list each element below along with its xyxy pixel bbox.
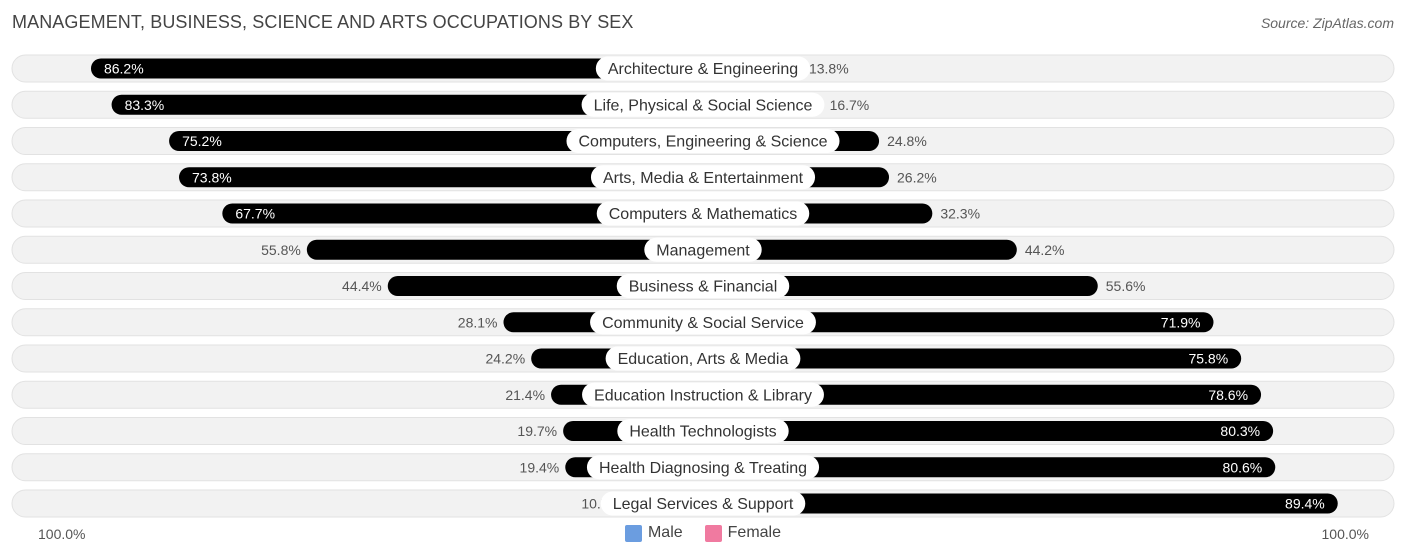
- category-label: Architecture & Engineering: [608, 61, 798, 78]
- male-value-label: 24.2%: [485, 351, 525, 367]
- category-pill: [605, 346, 801, 371]
- axis-right-label: 100.0%: [1321, 526, 1369, 542]
- axis-left-label: 100.0%: [38, 526, 86, 542]
- legend-label-male: Male: [647, 524, 683, 541]
- category-pill: [600, 491, 806, 516]
- category-label: Education Instruction & Library: [594, 387, 812, 404]
- female-bar[interactable]: [703, 493, 1338, 514]
- male-value-label: 55.8%: [261, 242, 301, 258]
- category-label: Health Diagnosing & Treating: [599, 460, 807, 477]
- male-value-label: 75.2%: [182, 133, 222, 149]
- male-bar[interactable]: [306, 239, 703, 260]
- category-label: Education, Arts & Media: [618, 351, 789, 368]
- female-bar[interactable]: [703, 348, 1242, 369]
- female-value-label: 16.7%: [830, 97, 870, 113]
- female-value-label: 78.6%: [1208, 387, 1248, 403]
- legend-label-female: Female: [727, 524, 782, 541]
- category-pill: [617, 419, 789, 443]
- female-value-label: 71.9%: [1161, 314, 1201, 330]
- female-value-label: 44.2%: [1025, 242, 1065, 258]
- category-pill: [582, 382, 824, 407]
- legend-swatch-male: [624, 524, 642, 542]
- category-pill: [644, 237, 762, 262]
- male-bar[interactable]: [222, 203, 703, 224]
- category-label: Management: [656, 242, 750, 259]
- chart-area: 86.2% 13.8% Architecture & Engineering 83.3…: [11, 54, 1395, 518]
- category-pill: [590, 310, 816, 335]
- chart-title: MANAGEMENT, BUSINESS, SCIENCE AND ARTS O…: [12, 12, 634, 32]
- female-bar[interactable]: [703, 384, 1262, 405]
- category-pill: [596, 201, 810, 226]
- male-value-label: 21.4%: [505, 387, 545, 403]
- female-value-label: 89.4%: [1285, 496, 1325, 512]
- category-label: Computers & Mathematics: [609, 206, 798, 223]
- category-pill: [595, 56, 811, 81]
- male-value-label: 44.4%: [342, 278, 382, 294]
- legend-swatch-female: [704, 524, 722, 542]
- female-value-label: 80.6%: [1223, 459, 1263, 475]
- category-pill: [581, 92, 825, 117]
- category-pill: [616, 274, 790, 298]
- female-value-label: 80.3%: [1220, 423, 1260, 439]
- female-value-label: 24.8%: [887, 133, 927, 149]
- legend: Male Female: [0, 524, 1406, 542]
- male-bar[interactable]: [90, 58, 704, 79]
- female-bar[interactable]: [703, 239, 1017, 260]
- male-value-label: 67.7%: [235, 206, 275, 222]
- female-value-label: 26.2%: [897, 169, 937, 185]
- category-pill: [590, 165, 816, 190]
- female-bar[interactable]: [703, 276, 1098, 296]
- male-value-label: 19.4%: [520, 459, 560, 475]
- female-value-label: 13.8%: [809, 61, 849, 77]
- category-label: Business & Financial: [629, 279, 778, 296]
- category-label: Legal Services & Support: [613, 496, 794, 513]
- male-value-label: 73.8%: [192, 169, 232, 185]
- male-value-label: 86.2%: [104, 61, 144, 77]
- female-value-label: 55.6%: [1106, 278, 1146, 294]
- female-value-label: 75.8%: [1188, 351, 1228, 367]
- female-value-label: 32.3%: [940, 206, 980, 222]
- female-bar[interactable]: [703, 457, 1276, 478]
- legend-item-female[interactable]: Female: [704, 524, 782, 542]
- male-bar[interactable]: [179, 167, 703, 188]
- category-label: Life, Physical & Social Science: [594, 97, 813, 114]
- category-label: Arts, Media & Entertainment: [603, 170, 804, 187]
- male-value-label: 28.1%: [458, 314, 498, 330]
- male-value-label: 19.7%: [517, 423, 557, 439]
- legend-item-male[interactable]: Male: [624, 524, 683, 542]
- category-pill: [566, 129, 840, 153]
- category-label: Community & Social Service: [602, 315, 804, 332]
- category-label: Computers, Engineering & Science: [578, 134, 827, 151]
- source-label: Source: ZipAtlas.com: [1260, 15, 1394, 31]
- male-bar[interactable]: [111, 94, 703, 115]
- female-bar[interactable]: [703, 421, 1274, 441]
- category-label: Health Technologists: [629, 424, 776, 441]
- category-pill: [586, 455, 820, 480]
- male-value-label: 83.3%: [125, 97, 165, 113]
- female-bar[interactable]: [703, 312, 1214, 333]
